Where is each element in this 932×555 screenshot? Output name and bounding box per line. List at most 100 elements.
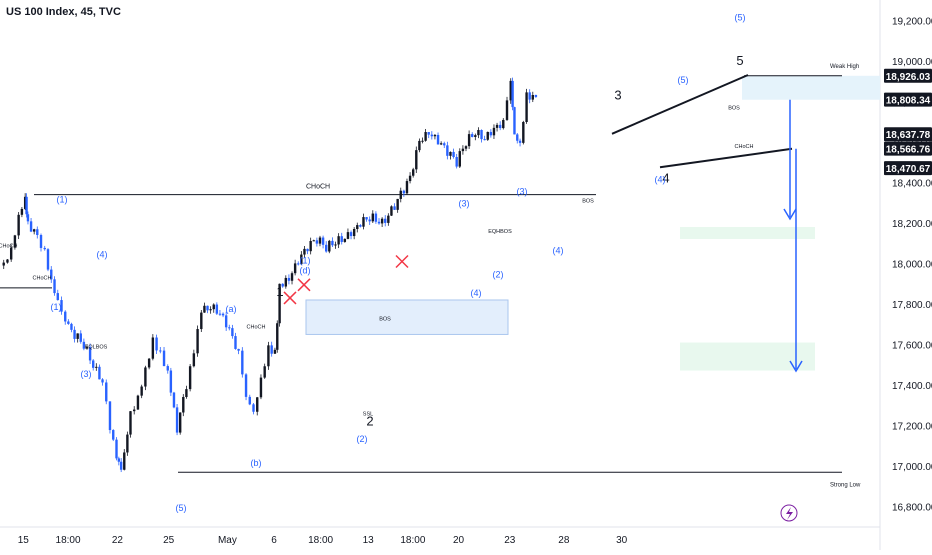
structure-label: BOS [379,316,391,322]
candle-body [498,124,502,129]
candle-body [502,119,505,129]
candle-body [480,130,483,140]
candle-body [166,366,169,371]
x-tick-label: 6 [271,535,277,546]
candle-body [234,336,237,349]
candle-body [85,347,89,349]
candle-body [528,92,531,100]
order-block-zone [305,299,509,335]
x-tick-label: 28 [558,535,570,546]
candle-body [534,95,538,97]
candle-body [26,214,30,222]
candle-body [273,349,277,354]
candle-body [334,244,337,246]
candle-body [343,238,347,242]
candle-body [278,283,281,324]
candle-body [284,277,288,287]
candle-body [244,374,248,397]
structure-label: CHoCH [735,144,754,150]
candle-body [421,140,424,142]
candle-body [325,244,328,252]
candle-body [489,131,493,136]
candle-body [346,232,350,239]
candle-body [390,206,393,216]
candle-body [430,134,434,137]
candle-body [516,134,519,141]
y-tick-label: 19,200.00 [892,16,932,27]
candle-body [474,135,477,137]
candle-body [119,461,123,470]
candle-body [427,132,430,135]
candle-body [224,315,228,328]
wave-label-black: 4 [662,170,669,185]
candle-body [39,234,43,248]
candle-body [32,229,36,232]
price-label-box [884,92,932,107]
candle-body [140,386,143,396]
candle-body [6,259,9,263]
candle-body [215,304,219,314]
candle-body [418,140,421,151]
triangle-lower-line [659,147,793,169]
candle-body [67,321,70,324]
candle-body [92,360,95,368]
wave-label-blue: (1) [57,195,68,205]
y-tick-label: 18,000.00 [892,260,932,271]
x-tick-label: 18:00 [400,535,425,546]
candle-body [321,237,325,245]
candle-body [136,395,140,410]
candle-body [443,143,446,146]
x-tick-label: 18:00 [56,535,81,546]
candle-body [82,341,86,349]
candle-body [393,206,396,210]
candle-body [98,366,101,380]
candle-body [228,327,231,329]
candle-body [101,379,104,383]
structure-label: EQLBOS [85,345,108,351]
price-label-box [884,161,932,176]
candle-body [259,377,263,398]
candle-body [387,215,390,223]
candle-body [371,213,374,222]
candle-body [203,305,206,313]
choch-label: CHoCH [306,184,330,191]
candle-body [303,248,306,255]
lightning-bolt-icon [786,507,793,520]
candle-body [312,240,315,242]
candle-body [509,80,512,101]
price-label-text: 18,926.03 [886,72,931,83]
x-tick-label: 20 [453,535,465,546]
candle-body [23,196,27,209]
x-tick-label: 18:00 [308,535,333,546]
candle-body [402,190,406,194]
candle-body [405,181,409,194]
candle-body [461,148,465,152]
candle-body [522,122,525,143]
candle-body [13,235,17,248]
candle-body [115,439,118,459]
candle-body [221,313,225,316]
y-tick-label: 17,800.00 [892,300,932,311]
wave-label-blue: (4) [655,174,666,184]
candle-body [218,313,222,315]
candle-body [349,232,353,237]
candle-body [185,389,188,397]
candle-body [159,350,162,352]
structure-label: BOS [582,199,594,205]
y-tick-label: 17,200.00 [892,422,932,433]
candle-body [126,434,129,453]
candle-body [464,146,468,149]
wave-label-black: 1 [276,284,283,299]
candle-body [17,214,20,236]
candle-body [415,150,418,170]
candle-body [144,367,147,387]
wave-label-blue: (4) [553,245,564,255]
candle-body [276,323,279,350]
candle-body [25,196,28,215]
x-tick-label: 13 [363,535,375,546]
candle-body [518,140,522,143]
wave-label-blue: (a) [226,304,237,314]
candle-body [318,237,322,244]
